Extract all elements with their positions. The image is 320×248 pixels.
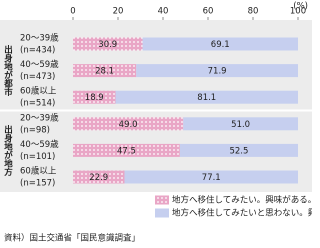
value-label: 51.0 xyxy=(231,120,250,130)
sample-size: (n=473) xyxy=(20,72,55,82)
x-tick-label: 60 xyxy=(203,7,214,17)
category-label: 60歳以上 xyxy=(20,166,57,177)
value-label: 81.1 xyxy=(197,93,216,103)
value-label: 28.1 xyxy=(95,67,114,77)
bar-segment xyxy=(73,117,184,131)
bar-segment xyxy=(73,64,137,78)
value-label: 18.9 xyxy=(85,93,104,103)
sample-size: (n=157) xyxy=(20,179,55,189)
sample-size: (n=101) xyxy=(20,152,55,162)
x-tick-label: 100 xyxy=(290,7,306,17)
value-label: 49.0 xyxy=(119,120,138,130)
category-label: 60歳以上 xyxy=(20,86,57,97)
sample-size: (n=434) xyxy=(20,46,55,56)
bar-segment xyxy=(183,117,298,131)
sample-size: (n=98) xyxy=(20,125,50,135)
x-tick-label: 80 xyxy=(248,7,259,17)
group-label: 出身地が地方 xyxy=(3,124,14,177)
source: 資料）国土交通省「国民意識調査」 xyxy=(4,233,140,244)
category-label: 40～59歳 xyxy=(20,59,59,70)
bar-segment xyxy=(73,143,180,157)
bar-segment xyxy=(73,90,116,104)
group-label: 出身地が都市 xyxy=(3,45,14,98)
value-label: 22.9 xyxy=(89,173,108,183)
category-label: 20～39歳 xyxy=(20,112,59,123)
category-label: 40～59歳 xyxy=(20,139,59,150)
chart: (%) 資料）国土交通省「国民意識調査」 0 20 40 60 80 100 出身地が都市出… xyxy=(0,2,312,244)
x-tick-label: 40 xyxy=(158,7,169,17)
bar-segment xyxy=(179,143,298,157)
legend-label: 地方へ移住してみたい。興味がある。 xyxy=(172,195,312,206)
category-label: 20～39歳 xyxy=(20,33,59,44)
legend-swatch xyxy=(155,195,169,205)
x-tick-label: 20 xyxy=(113,7,124,17)
bar-segment xyxy=(142,37,298,51)
bar-segment xyxy=(73,170,125,184)
sample-size: (n=514) xyxy=(20,99,55,109)
x-tick-label: 0 xyxy=(70,7,75,17)
legend-label: 地方へ移住してみたいと思わない。興味がない。 xyxy=(172,208,312,219)
bar-segment xyxy=(73,37,143,51)
value-label: 77.1 xyxy=(202,173,221,183)
value-label: 30.9 xyxy=(98,40,117,50)
value-label: 47.5 xyxy=(117,146,136,156)
value-label: 71.9 xyxy=(208,67,227,77)
unit-label: (%) xyxy=(293,2,308,12)
value-label: 52.5 xyxy=(229,146,248,156)
bar-segment xyxy=(124,170,299,184)
legend-swatch xyxy=(155,208,169,218)
bar-segment xyxy=(115,90,299,104)
bar-segment xyxy=(136,64,298,78)
value-label: 69.1 xyxy=(211,40,230,50)
